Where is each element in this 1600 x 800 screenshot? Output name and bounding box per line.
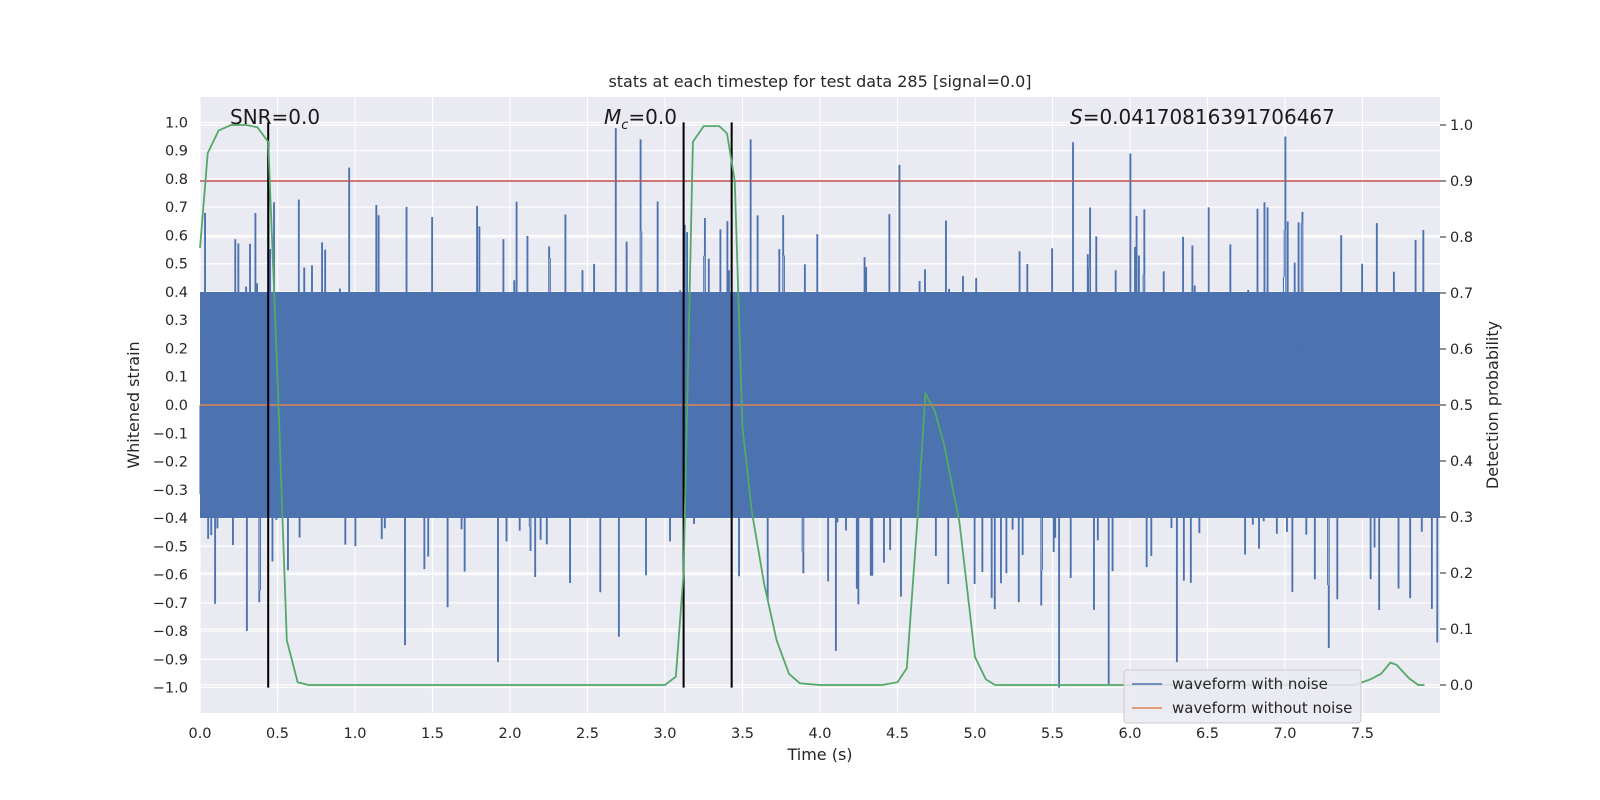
x-tick-label: 1.0 [343,726,366,742]
legend-label-clean: waveform without noise [1172,699,1352,717]
x-tick-label: 7.0 [1273,726,1296,742]
y2-tick-label: 0.7 [1450,286,1473,302]
legend-box [1123,669,1362,724]
y2-tick-label: 1.0 [1450,118,1473,134]
y-tick-label: 1.0 [165,115,188,131]
y-tick-label: 0.5 [165,257,188,273]
score-annotation: S=0.04170816391706467 [1070,105,1335,129]
chirp-mass-annotation: Mc=0.0 [604,105,677,133]
y2-tick-label: 0.8 [1450,230,1473,246]
x-tick-label: 4.0 [808,726,831,742]
y-tick-label: 0.3 [165,313,188,329]
y-tick-label: −0.1 [153,426,188,442]
tick-labels: 0.0 0.5 1.0 1.5 2.0 2.5 3.0 3.5 4.0 4.5 5.0 5.5 6.0 6… [153,115,1473,742]
x-tick-label: 0.5 [266,726,289,742]
y-tick-label: 0.8 [165,172,188,188]
y2-axis-label: Detection probability [1483,321,1502,489]
x-tick-label: 7.5 [1351,726,1374,742]
y-tick-label: −0.7 [153,596,188,612]
chart-title: stats at each timestep for test data 285… [608,72,1031,91]
y-tick-label: 0.1 [165,370,188,386]
x-tick-label: 6.0 [1118,726,1141,742]
x-axis-label: Time (s) [786,745,852,764]
chirp-mass-symbol: M [604,105,621,129]
chart-marks [199,122,1440,688]
x-tick-label: 2.5 [576,726,599,742]
y2-tick-label: 0.4 [1450,454,1473,470]
score-value: =0.04170816391706467 [1083,105,1335,129]
y-tick-label: −0.9 [153,652,188,668]
x-tick-label: 3.5 [731,726,754,742]
x-tick-label: 5.0 [963,726,986,742]
x-tick-label: 5.5 [1041,726,1064,742]
y2-tick-label: 0.3 [1450,510,1473,526]
y-tick-label: 0.9 [165,144,188,160]
y2-tick-label: 0.5 [1450,398,1473,414]
x-tick-label: 6.5 [1196,726,1219,742]
y2-tick-label: 0.9 [1450,174,1473,190]
y-tick-label: 0.2 [165,341,188,357]
y-tick-label: 0.0 [165,398,188,414]
score-symbol: S [1070,105,1083,129]
snr-annotation: SNR=0.0 [230,105,320,129]
chirp-mass-value: =0.0 [628,105,677,129]
y-tick-label: 0.6 [165,228,188,244]
x-tick-label: 4.5 [886,726,909,742]
y2-tick-label: 0.0 [1450,678,1473,694]
y-tick-label: −1.0 [153,681,188,697]
y-tick-label: −0.4 [153,511,188,527]
y-tick-label: −0.3 [153,483,188,499]
y-tick-label: −0.6 [153,568,188,584]
x-tick-label: 3.0 [653,726,676,742]
x-tick-label: 2.0 [498,726,521,742]
y-tick-label: −0.5 [153,539,188,555]
y-tick-label: 0.7 [165,200,188,216]
y2-tick-label: 0.6 [1450,342,1473,358]
y-tick-label: 0.4 [165,285,188,301]
y-tick-label: −0.2 [153,455,188,471]
y2-tick-label: 0.2 [1450,566,1473,582]
y-axis-label: Whitened strain [124,341,143,468]
y2-tick-label: 0.1 [1450,622,1473,638]
y-tick-label: −0.8 [153,624,188,640]
x-tick-label: 0.0 [188,726,211,742]
legend-label-noise: waveform with noise [1172,675,1328,693]
x-tick-label: 1.5 [421,726,444,742]
chirp-mass-subscript: c [621,118,628,133]
legend: waveform with noise waveform without noi… [1123,669,1362,724]
